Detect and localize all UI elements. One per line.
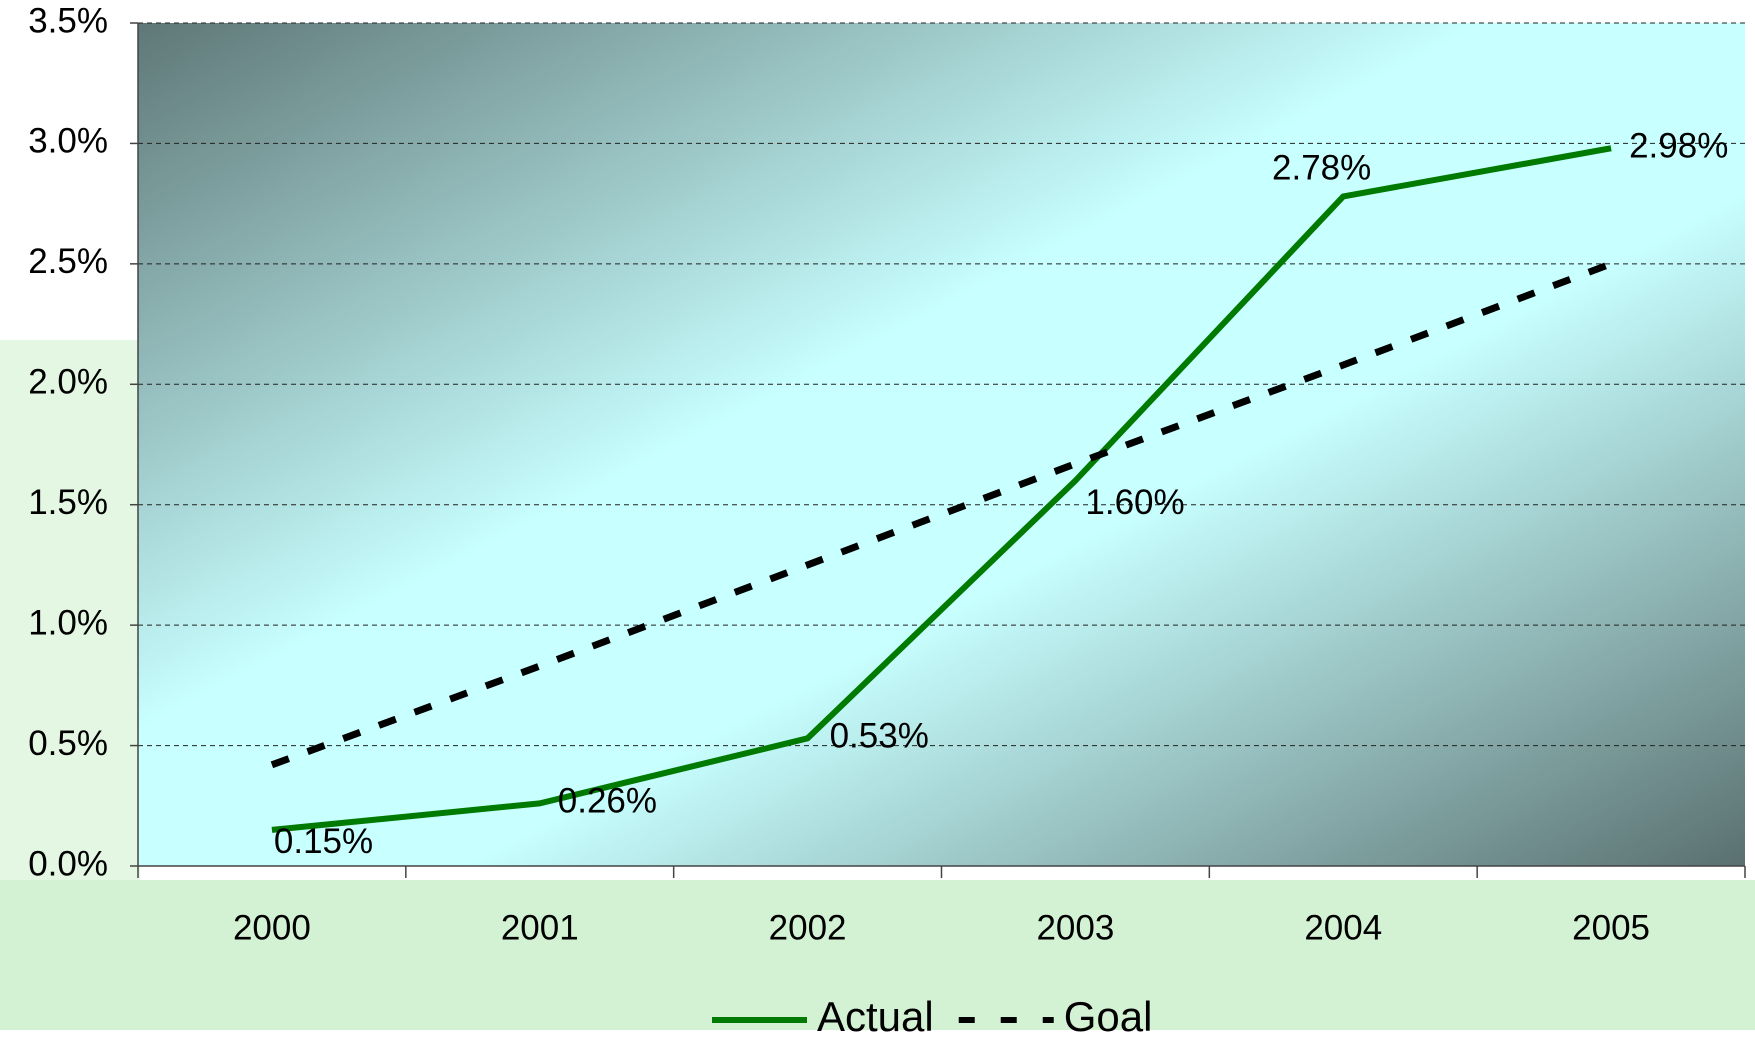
x-tick-label: 2003 bbox=[1036, 908, 1114, 947]
y-tick-label: 0.5% bbox=[28, 724, 108, 763]
data-label: 0.15% bbox=[274, 822, 373, 861]
series-line bbox=[270, 260, 1613, 769]
data-label: 2.98% bbox=[1629, 126, 1728, 165]
y-tick-label: 1.0% bbox=[28, 603, 108, 642]
legend-label: Actual bbox=[817, 993, 934, 1040]
x-tick-label: 2004 bbox=[1304, 908, 1382, 947]
data-label: 2.78% bbox=[1272, 149, 1371, 188]
y-tick-label: 3.5% bbox=[28, 1, 108, 40]
decor-building bbox=[0, 340, 140, 880]
data-label: 0.53% bbox=[830, 717, 929, 756]
data-label: 1.60% bbox=[1085, 483, 1184, 522]
data-label: 0.26% bbox=[558, 782, 657, 821]
x-tick-label: 2000 bbox=[233, 908, 311, 947]
legend-label: Goal bbox=[1064, 993, 1153, 1040]
decor-ground bbox=[0, 880, 1755, 1030]
y-tick-label: 3.0% bbox=[28, 122, 108, 161]
series-line bbox=[271, 145, 1612, 833]
plot-area bbox=[138, 23, 1745, 866]
x-tick-label: 2001 bbox=[501, 908, 579, 947]
y-tick-label: 0.0% bbox=[28, 844, 108, 883]
y-tick-label: 1.5% bbox=[28, 483, 108, 522]
x-tick-label: 2005 bbox=[1572, 908, 1650, 947]
x-tick-label: 2002 bbox=[769, 908, 847, 947]
y-tick-label: 2.5% bbox=[28, 242, 108, 281]
y-tick-label: 2.0% bbox=[28, 363, 108, 402]
